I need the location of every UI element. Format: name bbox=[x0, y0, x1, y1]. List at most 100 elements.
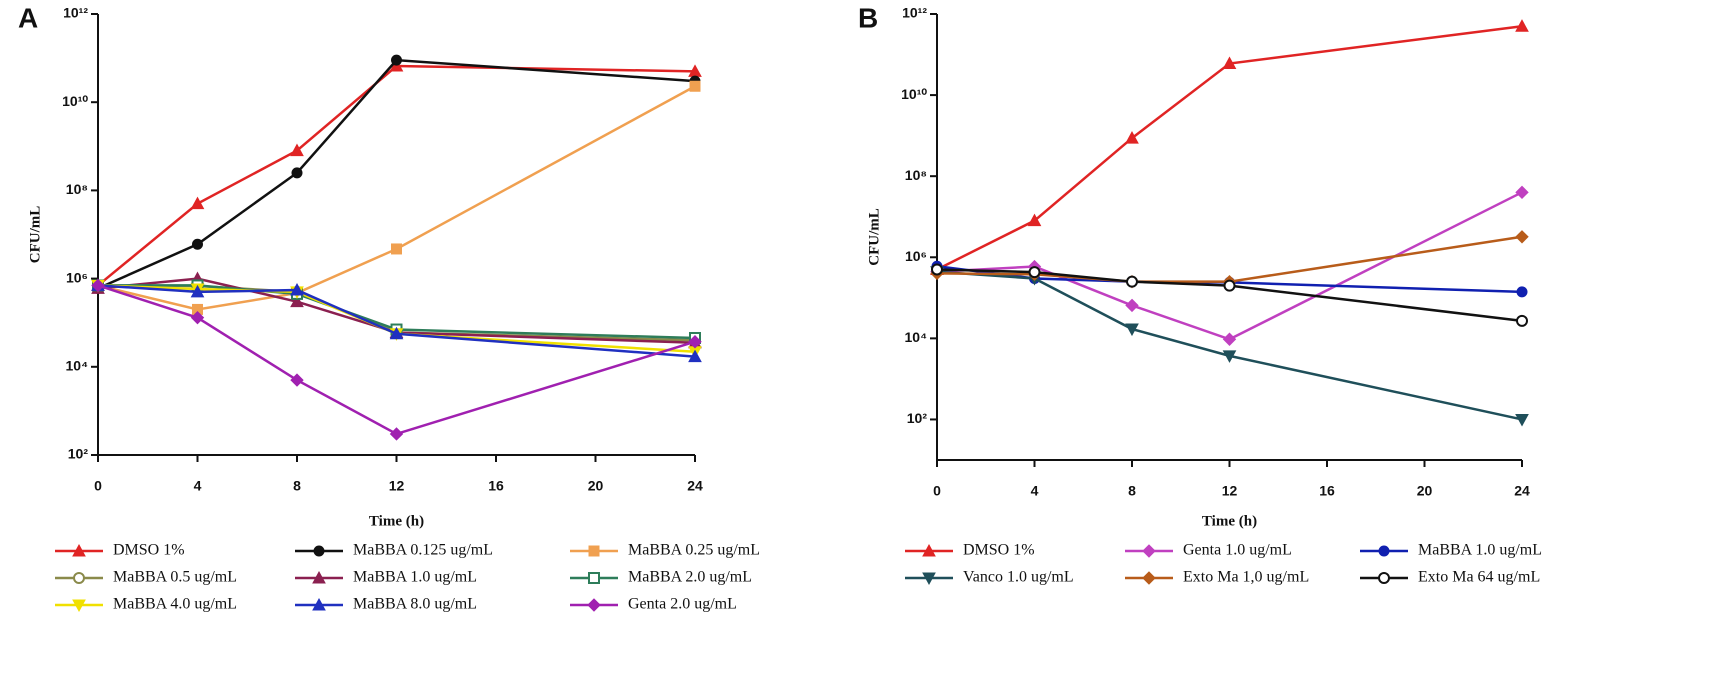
x-tick-label: 4 bbox=[194, 478, 202, 494]
legend-marker bbox=[1378, 572, 1390, 584]
marker bbox=[1516, 286, 1528, 298]
y-tick-label: 10⁴ bbox=[66, 358, 89, 374]
legend-label: MaBBA 0.25 ug/mL bbox=[628, 542, 760, 559]
x-tick-label: 0 bbox=[94, 478, 102, 494]
marker bbox=[1515, 185, 1529, 200]
x-tick-label: 16 bbox=[1319, 483, 1335, 499]
series-line bbox=[936, 191, 1523, 341]
legend-marker bbox=[312, 570, 326, 584]
marker bbox=[1222, 56, 1237, 70]
y-tick-label: 10⁸ bbox=[66, 181, 88, 197]
x-tick-label: 20 bbox=[1417, 483, 1433, 499]
x-tick-label: 12 bbox=[389, 478, 405, 494]
marker bbox=[1515, 19, 1529, 32]
legend-label: MaBBA 8.0 ug/mL bbox=[353, 596, 477, 613]
legend-label: MaBBA 0.5 ug/mL bbox=[113, 569, 237, 586]
series-line bbox=[936, 235, 1523, 283]
y-tick-label: 10² bbox=[907, 410, 928, 426]
marker bbox=[689, 80, 701, 92]
series-line bbox=[97, 85, 696, 311]
marker bbox=[190, 196, 205, 210]
legend-label: MaBBA 1.0 ug/mL bbox=[353, 569, 477, 586]
x-tick-label: 8 bbox=[1128, 483, 1136, 499]
marker bbox=[1125, 131, 1139, 144]
marker bbox=[1222, 350, 1237, 363]
marker bbox=[931, 263, 943, 276]
marker bbox=[1027, 213, 1042, 227]
legend-label: Genta 2.0 ug/mL bbox=[628, 596, 737, 613]
marker bbox=[391, 54, 402, 66]
x-tick-label: 20 bbox=[588, 478, 604, 494]
legend-label: DMSO 1% bbox=[113, 542, 185, 559]
x-axis-title: Time (h) bbox=[1202, 513, 1257, 529]
legend-marker bbox=[72, 543, 86, 557]
legend-marker bbox=[922, 572, 936, 586]
y-tick-label: 10⁶ bbox=[66, 269, 88, 285]
legend-label: Exto Ma 1,0 ug/mL bbox=[1183, 569, 1309, 586]
marker bbox=[190, 284, 205, 298]
marker bbox=[290, 294, 304, 308]
y-axis-title: CFU/mL bbox=[27, 206, 43, 264]
y-tick-label: 10⁸ bbox=[905, 167, 927, 183]
legend-label: MaBBA 4.0 ug/mL bbox=[113, 596, 237, 613]
legend-label: Genta 1.0 ug/mL bbox=[1183, 542, 1292, 559]
x-axis-title: Time (h) bbox=[369, 513, 424, 529]
marker bbox=[1222, 332, 1237, 346]
y-tick-label: 10⁴ bbox=[905, 329, 928, 345]
legend-marker bbox=[588, 545, 600, 557]
legend-marker bbox=[313, 545, 325, 557]
legend-marker bbox=[922, 543, 936, 557]
y-tick-label: 10² bbox=[68, 446, 89, 462]
legend-label: Vanco 1.0 ug/mL bbox=[963, 569, 1074, 586]
x-tick-label: 24 bbox=[1514, 483, 1530, 499]
legend-label: MaBBA 0.125 ug/mL bbox=[353, 542, 493, 559]
legend-label: MaBBA 1.0 ug/mL bbox=[1418, 542, 1542, 559]
legend-marker bbox=[587, 598, 601, 612]
marker bbox=[688, 349, 702, 363]
legend-marker bbox=[588, 572, 600, 584]
y-tick-label: 10¹² bbox=[63, 5, 88, 21]
x-tick-label: 12 bbox=[1222, 483, 1238, 499]
marker bbox=[291, 167, 303, 179]
legend-marker bbox=[1142, 544, 1156, 558]
series-line bbox=[97, 284, 696, 353]
panel-label: A bbox=[18, 2, 38, 33]
legend-marker bbox=[73, 572, 85, 584]
marker bbox=[1515, 230, 1529, 244]
marker bbox=[91, 278, 105, 293]
legend-label: DMSO 1% bbox=[963, 542, 1035, 559]
legend-marker bbox=[72, 599, 86, 613]
y-tick-label: 10¹² bbox=[902, 5, 927, 21]
marker bbox=[290, 283, 304, 296]
x-tick-label: 24 bbox=[687, 478, 703, 494]
y-tick-label: 10¹⁰ bbox=[62, 93, 88, 109]
marker bbox=[1223, 279, 1236, 292]
marker bbox=[688, 335, 702, 349]
marker bbox=[1516, 314, 1528, 327]
marker bbox=[1125, 323, 1139, 337]
y-axis-title: CFU/mL bbox=[866, 208, 882, 266]
marker bbox=[290, 143, 304, 157]
marker bbox=[1125, 298, 1139, 313]
legend-label: Exto Ma 64 ug/mL bbox=[1418, 569, 1540, 586]
x-tick-label: 8 bbox=[293, 478, 301, 494]
y-tick-label: 10¹⁰ bbox=[901, 86, 927, 102]
marker bbox=[1028, 266, 1041, 279]
marker bbox=[389, 427, 404, 441]
marker bbox=[190, 310, 205, 325]
marker bbox=[290, 373, 304, 387]
marker bbox=[389, 326, 404, 340]
marker bbox=[192, 238, 203, 250]
legend-marker bbox=[312, 597, 326, 611]
x-tick-label: 4 bbox=[1031, 483, 1039, 499]
legend-marker bbox=[1378, 545, 1390, 557]
panel-label: B bbox=[858, 2, 878, 33]
x-tick-label: 0 bbox=[933, 483, 941, 499]
y-tick-label: 10⁶ bbox=[905, 248, 927, 264]
legend-label: MaBBA 2.0 ug/mL bbox=[628, 569, 752, 586]
legend-marker bbox=[1142, 571, 1156, 585]
marker bbox=[1515, 413, 1529, 427]
marker bbox=[1126, 275, 1138, 288]
marker bbox=[391, 243, 402, 255]
